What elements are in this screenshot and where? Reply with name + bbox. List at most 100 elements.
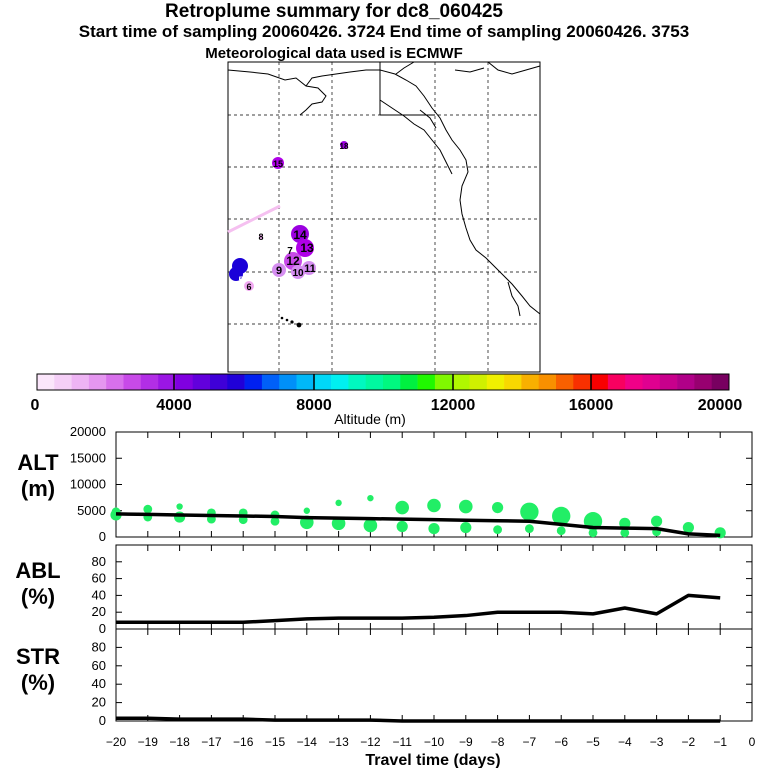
y-tick-label: 60: [92, 571, 106, 586]
map-point-label: 13: [300, 241, 314, 255]
time-series-panels: 05000100001500020000ALT(m)020406080ABL(%…: [15, 424, 755, 749]
map-point-label: 8: [258, 232, 263, 242]
colorbar-swatch: [556, 374, 574, 390]
map-frame: [227, 61, 541, 373]
alt-scatter-point: [619, 517, 631, 529]
map-point: [291, 265, 305, 279]
colorbar-tick-label: 16000: [569, 397, 614, 414]
alt-scatter-point: [620, 528, 630, 538]
colorbar-swatch: [158, 374, 176, 390]
alt-scatter-point: [520, 502, 539, 521]
map-point-label: 5: [238, 275, 243, 285]
colorbar-swatch: [106, 374, 124, 390]
colorbar-swatch: [625, 374, 643, 390]
colorbar-swatch: [279, 374, 297, 390]
map-point: [296, 239, 314, 257]
met-data-source: Meteorological data used is ECMWF: [205, 45, 463, 62]
x-axis-label: Travel time (days): [365, 752, 500, 768]
colorbar-swatch: [521, 374, 539, 390]
colorbar-swatch: [504, 374, 522, 390]
colorbar-swatch: [538, 374, 557, 390]
alt-scatter-point: [556, 526, 566, 536]
str-panel-frame: [115, 628, 753, 722]
x-tick-label: −11: [392, 735, 412, 749]
map-point-label: 18: [340, 142, 349, 151]
x-tick-label: −10: [424, 735, 445, 749]
x-tick-label: −20: [106, 735, 127, 749]
alt-scatter-point: [492, 502, 504, 514]
x-tick-label: −15: [265, 735, 286, 749]
x-tick-label: −7: [523, 735, 537, 749]
y-tick-label: 0: [99, 621, 106, 636]
y-tick-label: 0: [99, 713, 106, 728]
alt-scatter-point: [428, 523, 440, 535]
plume-streak: [227, 204, 281, 234]
colorbar-swatch: [192, 374, 211, 390]
colorbar-tick-label: 4000: [156, 397, 192, 414]
map-point: [272, 157, 284, 169]
x-tick-label: −1: [713, 735, 727, 749]
colorbar-frame: [36, 373, 730, 391]
colorbar-label: Altitude (m): [334, 411, 406, 427]
colorbar-swatch: [573, 374, 591, 390]
y-axis-unit: (m): [21, 476, 55, 501]
colorbar-swatch: [175, 374, 193, 390]
y-tick-label: 10000: [70, 477, 106, 492]
colorbar-swatch: [227, 374, 245, 390]
x-tick-label: −12: [360, 735, 381, 749]
map-point: [229, 267, 243, 281]
colorbar-swatch: [486, 374, 505, 390]
colorbar-swatch: [123, 374, 142, 390]
y-axis-label: STR: [16, 644, 60, 669]
map-point-label: 11: [304, 263, 316, 275]
map-point-label: 6: [246, 282, 251, 292]
colorbar-swatch: [434, 374, 453, 390]
y-axis-unit: (%): [21, 670, 55, 695]
y-tick-label: 5000: [77, 503, 106, 518]
map-panel: 18 15 8 14 13 12 7 11 10 9 6 5: [227, 61, 541, 373]
colorbar-swatch: [348, 374, 366, 390]
x-tick-label: −4: [618, 735, 632, 749]
colorbar-swatch: [37, 374, 55, 390]
y-axis-unit: (%): [21, 584, 55, 609]
map-point-label: 9: [276, 265, 282, 277]
hawaii-islands: [280, 316, 302, 328]
colorbar-swatch: [607, 374, 626, 390]
colorbar-swatch: [590, 374, 609, 390]
colorbar-swatch: [659, 374, 678, 390]
colorbar-swatch: [383, 374, 401, 390]
x-tick-label: −17: [201, 735, 222, 749]
alt-scatter-point: [525, 524, 534, 533]
map-point: [272, 263, 286, 277]
y-tick-label: 40: [92, 587, 106, 602]
colorbar-tick-label: 12000: [431, 397, 476, 414]
y-axis-label: ABL: [15, 558, 60, 583]
map-point-label: 15: [273, 159, 283, 169]
colorbar-tick-label: 8000: [296, 397, 332, 414]
colorbar-swatch: [140, 374, 159, 390]
alt-scatter-point: [176, 503, 183, 510]
map-point: [340, 141, 348, 149]
alt-scatter-point: [427, 498, 441, 513]
map-point-label: 10: [292, 268, 304, 279]
colorbar-swatch: [296, 374, 315, 390]
y-tick-label: 80: [92, 554, 106, 569]
alt-scatter-point: [493, 525, 502, 535]
y-tick-label: 20: [92, 695, 106, 710]
alt-scatter-point: [396, 520, 408, 533]
map-point: [302, 261, 316, 275]
alt-scatter-point: [395, 500, 410, 515]
alt-scatter-point: [552, 506, 571, 526]
x-tick-label: −3: [650, 735, 664, 749]
y-tick-label: 20000: [70, 424, 106, 439]
y-tick-label: 15000: [70, 450, 106, 465]
alt-scatter-point: [335, 499, 342, 507]
map-point-label: 14: [293, 228, 307, 242]
x-tick-label: −6: [554, 735, 568, 749]
alt-scatter-point: [682, 521, 695, 534]
y-tick-label: 20: [92, 604, 106, 619]
x-tick-label: −16: [233, 735, 254, 749]
alt-scatter-point: [363, 518, 378, 533]
x-tick-label: −19: [138, 735, 159, 749]
